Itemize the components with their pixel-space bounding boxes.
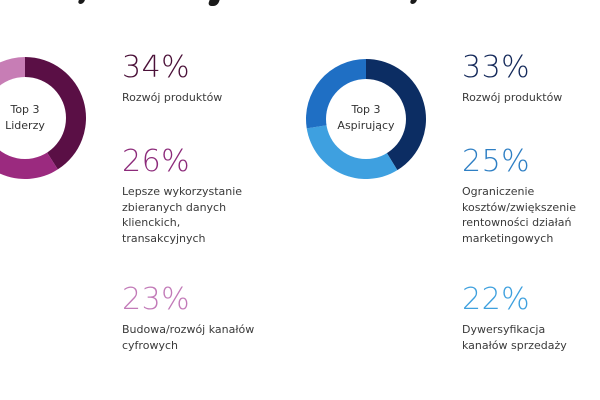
title-fragment <box>409 0 421 4</box>
stat-aspirujacy-3: 22% Dywersyfikacja kanałów sprzedaży <box>462 284 600 353</box>
donut-label-liderzy: Top 3 Liderzy <box>0 102 60 134</box>
donut-label-aspirujacy: Top 3 Aspirujący <box>326 102 406 134</box>
stat-value: 26% <box>122 144 191 179</box>
stat-value: 25% <box>462 144 531 179</box>
donut-label-line2: Liderzy <box>5 119 45 132</box>
stat-label: Rozwój produktów <box>462 91 563 104</box>
stat-label: Ograniczenie kosztów/zwiększenie rentown… <box>462 185 576 245</box>
donut-chart-liderzy <box>0 57 86 179</box>
stat-value: 34% <box>122 50 191 85</box>
stat-value: 33% <box>462 50 531 85</box>
donut-label-line2: Aspirujący <box>337 119 395 132</box>
donut-label-line1: Top 3 <box>10 103 40 116</box>
donut-label-line1: Top 3 <box>351 103 381 116</box>
stat-value: 23% <box>122 282 191 317</box>
stat-label: Dywersyfikacja kanałów sprzedaży <box>462 323 567 352</box>
stat-liderzy-3: 23% Budowa/rozwój kanałów cyfrowych <box>122 284 292 353</box>
title-fragment <box>207 0 223 6</box>
stat-label: Lepsze wykorzystanie zbieranych danych k… <box>122 185 243 245</box>
stat-liderzy-2: 26% Lepsze wykorzystanie zbieranych dany… <box>122 146 292 246</box>
stat-value: 22% <box>462 282 531 317</box>
stat-aspirujacy-1: 33% Rozwój produktów <box>462 52 600 106</box>
stat-label: Rozwój produktów <box>122 91 223 104</box>
title-fragment <box>77 0 89 4</box>
stat-aspirujacy-2: 25% Ograniczenie kosztów/zwiększenie ren… <box>462 146 600 246</box>
stat-label: Budowa/rozwój kanałów cyfrowych <box>122 323 255 352</box>
donut-chart-aspirujacy <box>306 59 426 179</box>
stat-liderzy-1: 34% Rozwój produktów <box>122 52 292 106</box>
